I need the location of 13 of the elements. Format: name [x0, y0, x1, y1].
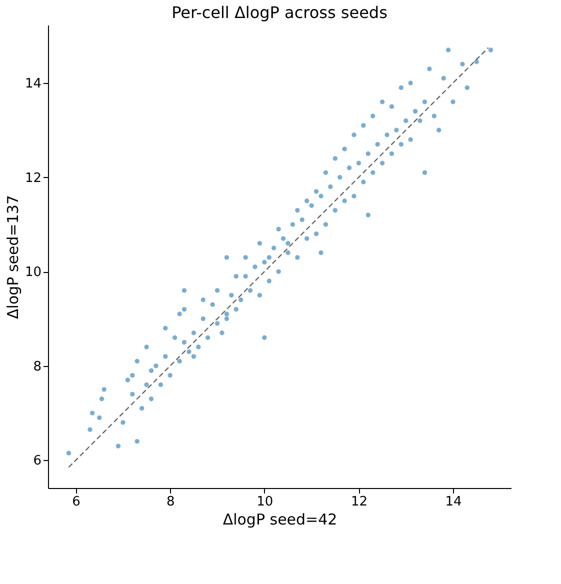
y-axis-title: ΔlogP seed=137	[4, 195, 22, 319]
chart-title: Per-cell ΔlogP across seeds	[172, 3, 388, 22]
x-tick-label: 12	[350, 494, 368, 510]
y-tick-label: 14	[24, 76, 42, 92]
y-tick-label: 6	[33, 454, 42, 469]
x-axis-title: ΔlogP seed=42	[222, 510, 338, 528]
y-tick-label: 12	[24, 170, 42, 186]
y-tick-label: 10	[24, 265, 42, 280]
x-tick-label: 8	[166, 494, 175, 510]
x-tick-label: 14	[445, 494, 462, 510]
x-tick-label: 10	[256, 494, 274, 510]
x-tick-label: 6	[72, 494, 80, 510]
y-tick-label: 8	[33, 359, 42, 374]
